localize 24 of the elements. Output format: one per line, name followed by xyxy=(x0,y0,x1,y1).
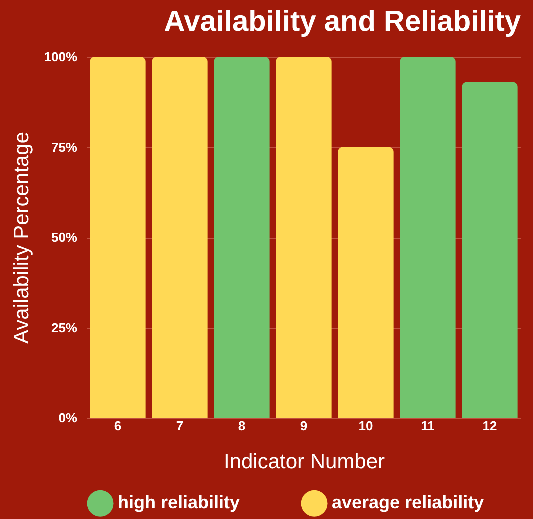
x-tick-label: 6 xyxy=(114,418,122,434)
legend-label: high reliability xyxy=(118,492,240,513)
y-axis-title: Availability Percentage xyxy=(10,132,34,344)
x-tick-label: 9 xyxy=(300,418,308,434)
y-tick-label: 75% xyxy=(51,140,78,155)
y-tick-label: 25% xyxy=(51,320,78,336)
bar xyxy=(338,147,394,418)
x-tick-label: 10 xyxy=(358,418,374,434)
legend-label: average reliability xyxy=(332,492,484,513)
x-axis-title: Indicator Number xyxy=(224,450,386,474)
x-tick-label: 8 xyxy=(238,418,246,434)
bar xyxy=(400,57,456,418)
x-tick-label: 12 xyxy=(482,418,498,434)
bar xyxy=(276,57,332,418)
x-tick-label: 11 xyxy=(421,418,435,434)
chart-title: Availability and Reliability xyxy=(164,6,521,38)
bar xyxy=(462,82,518,418)
y-tick-label: 100% xyxy=(44,50,78,64)
y-tick-label: 0% xyxy=(58,410,78,426)
x-tick-label: 7 xyxy=(176,418,184,434)
y-tick-label: 50% xyxy=(51,230,78,245)
bar xyxy=(90,57,146,418)
bar xyxy=(152,57,208,418)
bar xyxy=(214,57,270,418)
